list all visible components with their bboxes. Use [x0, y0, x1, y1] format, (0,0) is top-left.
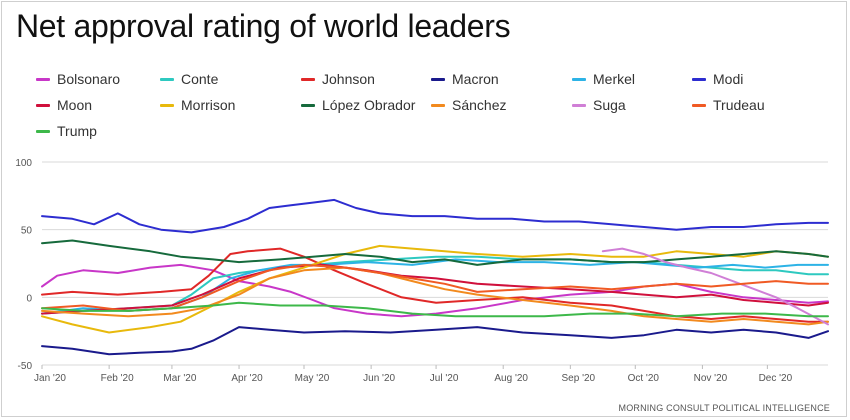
series-line-l-pez-obrador[interactable] — [41, 239, 829, 266]
legend-item-merkel[interactable]: Merkel — [572, 69, 635, 89]
legend-label: Trudeau — [713, 97, 765, 113]
legend-swatch — [301, 77, 315, 81]
series-line-bolsonaro[interactable] — [41, 263, 829, 318]
chart-title: Net approval rating of world leaders — [16, 8, 511, 44]
legend-swatch — [572, 103, 586, 107]
x-tick-label: Apr '20 — [231, 373, 263, 384]
legend-label: Trump — [57, 123, 97, 139]
legend-item-johnson[interactable]: Johnson — [301, 69, 375, 89]
series-line-morrison[interactable] — [41, 244, 829, 334]
legend-label: Bolsonaro — [57, 71, 121, 87]
series-line-moon[interactable] — [41, 263, 829, 315]
x-tick-label: Feb '20 — [101, 373, 134, 384]
legend-swatch — [431, 103, 445, 107]
y-tick-label: -50 — [18, 361, 33, 372]
legend-swatch — [431, 77, 445, 81]
source-credit: MORNING CONSULT POLITICAL INTELLIGENCE — [618, 403, 830, 413]
legend-swatch — [301, 103, 315, 107]
y-axis-ticks: 100 50 0 -50 — [15, 158, 32, 372]
legend-label: Johnson — [322, 71, 375, 87]
legend-label: Merkel — [593, 71, 636, 87]
legend-item-s-nchez[interactable]: Sánchez — [431, 95, 506, 115]
x-tick-label: Sep '20 — [562, 373, 596, 384]
legend-label: Sánchez — [452, 97, 507, 113]
x-axis-ticks: Jan '20 Feb '20 Mar '20 Apr '20 May '20 Jun '… — [34, 365, 793, 384]
legend-item-l-pez-obrador[interactable]: López Obrador — [301, 95, 415, 115]
legend-swatch — [692, 103, 706, 107]
y-tick-label: 50 — [21, 226, 33, 237]
legend-item-trump[interactable]: Trump — [36, 121, 97, 141]
series-line-trump[interactable] — [41, 301, 829, 318]
legend-label: Morrison — [181, 97, 236, 113]
series-line-trudeau[interactable] — [41, 263, 829, 312]
legend-swatch — [36, 129, 50, 133]
x-tick-label: Jun '20 — [363, 373, 395, 384]
legend-item-morrison[interactable]: Morrison — [160, 95, 235, 115]
x-tick-label: Oct '20 — [628, 373, 660, 384]
series-line-modi[interactable] — [41, 198, 829, 234]
legend-item-bolsonaro[interactable]: Bolsonaro — [36, 69, 120, 89]
legend-label: Suga — [593, 97, 626, 113]
legend-swatch — [160, 103, 174, 107]
legend-item-trudeau[interactable]: Trudeau — [692, 95, 765, 115]
series-line-macron[interactable] — [41, 326, 829, 356]
line-chart: 100 50 0 -50 Jan '20 Feb '20 Mar '20 Apr '20 Ma… — [15, 158, 829, 384]
legend-label: Macron — [452, 71, 499, 87]
x-tick-label: Jul '20 — [430, 373, 459, 384]
legend-label: Modi — [713, 71, 744, 87]
x-tick-label: May '20 — [295, 373, 330, 384]
series-line-suga[interactable] — [601, 247, 829, 326]
chart-legend: Bolsonaro Conte Johnson Macron Merkel Modi Moo… — [36, 69, 836, 149]
x-tick-label: Jan '20 — [34, 373, 66, 384]
x-tick-label: Dec '20 — [759, 373, 793, 384]
legend-swatch — [160, 77, 174, 81]
y-tick-label: 100 — [15, 158, 32, 169]
y-tick-label: 0 — [26, 293, 32, 304]
legend-label: Conte — [181, 71, 219, 87]
series-line-johnson[interactable] — [41, 247, 829, 323]
series-line-conte[interactable] — [41, 255, 829, 315]
legend-item-macron[interactable]: Macron — [431, 69, 499, 89]
series-line-s-nchez[interactable] — [41, 266, 829, 326]
legend-swatch — [36, 77, 50, 81]
grid-lines — [42, 161, 828, 366]
legend-swatch — [692, 77, 706, 81]
x-tick-label: Nov '20 — [694, 373, 728, 384]
legend-item-modi[interactable]: Modi — [692, 69, 743, 89]
legend-item-suga[interactable]: Suga — [572, 95, 626, 115]
x-tick-label: Mar '20 — [163, 373, 196, 384]
legend-item-conte[interactable]: Conte — [160, 69, 218, 89]
x-tick-label: Aug '20 — [494, 373, 528, 384]
series-lines — [41, 198, 829, 356]
legend-swatch — [36, 103, 50, 107]
legend-label: López Obrador — [322, 97, 416, 113]
legend-item-moon[interactable]: Moon — [36, 95, 92, 115]
legend-label: Moon — [57, 97, 93, 113]
legend-swatch — [572, 77, 586, 81]
